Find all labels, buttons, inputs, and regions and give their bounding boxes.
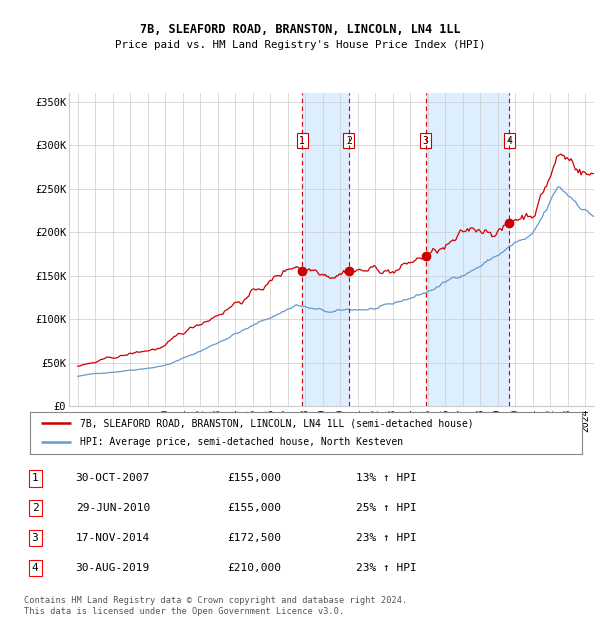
Text: 2: 2: [346, 136, 352, 146]
Text: 7B, SLEAFORD ROAD, BRANSTON, LINCOLN, LN4 1LL: 7B, SLEAFORD ROAD, BRANSTON, LINCOLN, LN…: [140, 23, 460, 35]
Text: HPI: Average price, semi-detached house, North Kesteven: HPI: Average price, semi-detached house,…: [80, 438, 403, 448]
Text: 29-JUN-2010: 29-JUN-2010: [76, 503, 150, 513]
Text: £172,500: £172,500: [227, 533, 281, 543]
Text: 23% ↑ HPI: 23% ↑ HPI: [356, 533, 417, 543]
Text: 30-OCT-2007: 30-OCT-2007: [76, 474, 150, 484]
Text: 25% ↑ HPI: 25% ↑ HPI: [356, 503, 417, 513]
Bar: [302, 93, 349, 406]
Text: £210,000: £210,000: [227, 563, 281, 573]
Text: 1: 1: [32, 474, 38, 484]
Text: 13% ↑ HPI: 13% ↑ HPI: [356, 474, 417, 484]
Text: 7B, SLEAFORD ROAD, BRANSTON, LINCOLN, LN4 1LL (semi-detached house): 7B, SLEAFORD ROAD, BRANSTON, LINCOLN, LN…: [80, 418, 473, 428]
Text: 17-NOV-2014: 17-NOV-2014: [76, 533, 150, 543]
Text: 3: 3: [423, 136, 428, 146]
Text: 4: 4: [506, 136, 512, 146]
Text: 23% ↑ HPI: 23% ↑ HPI: [356, 563, 417, 573]
Text: 30-AUG-2019: 30-AUG-2019: [76, 563, 150, 573]
Text: 3: 3: [32, 533, 38, 543]
Bar: [425, 93, 509, 406]
Text: 4: 4: [32, 563, 38, 573]
Text: Price paid vs. HM Land Registry's House Price Index (HPI): Price paid vs. HM Land Registry's House …: [115, 40, 485, 50]
Text: 1: 1: [299, 136, 305, 146]
Text: £155,000: £155,000: [227, 503, 281, 513]
Text: This data is licensed under the Open Government Licence v3.0.: This data is licensed under the Open Gov…: [24, 607, 344, 616]
Text: £155,000: £155,000: [227, 474, 281, 484]
Text: Contains HM Land Registry data © Crown copyright and database right 2024.: Contains HM Land Registry data © Crown c…: [24, 596, 407, 604]
Text: 2: 2: [32, 503, 38, 513]
